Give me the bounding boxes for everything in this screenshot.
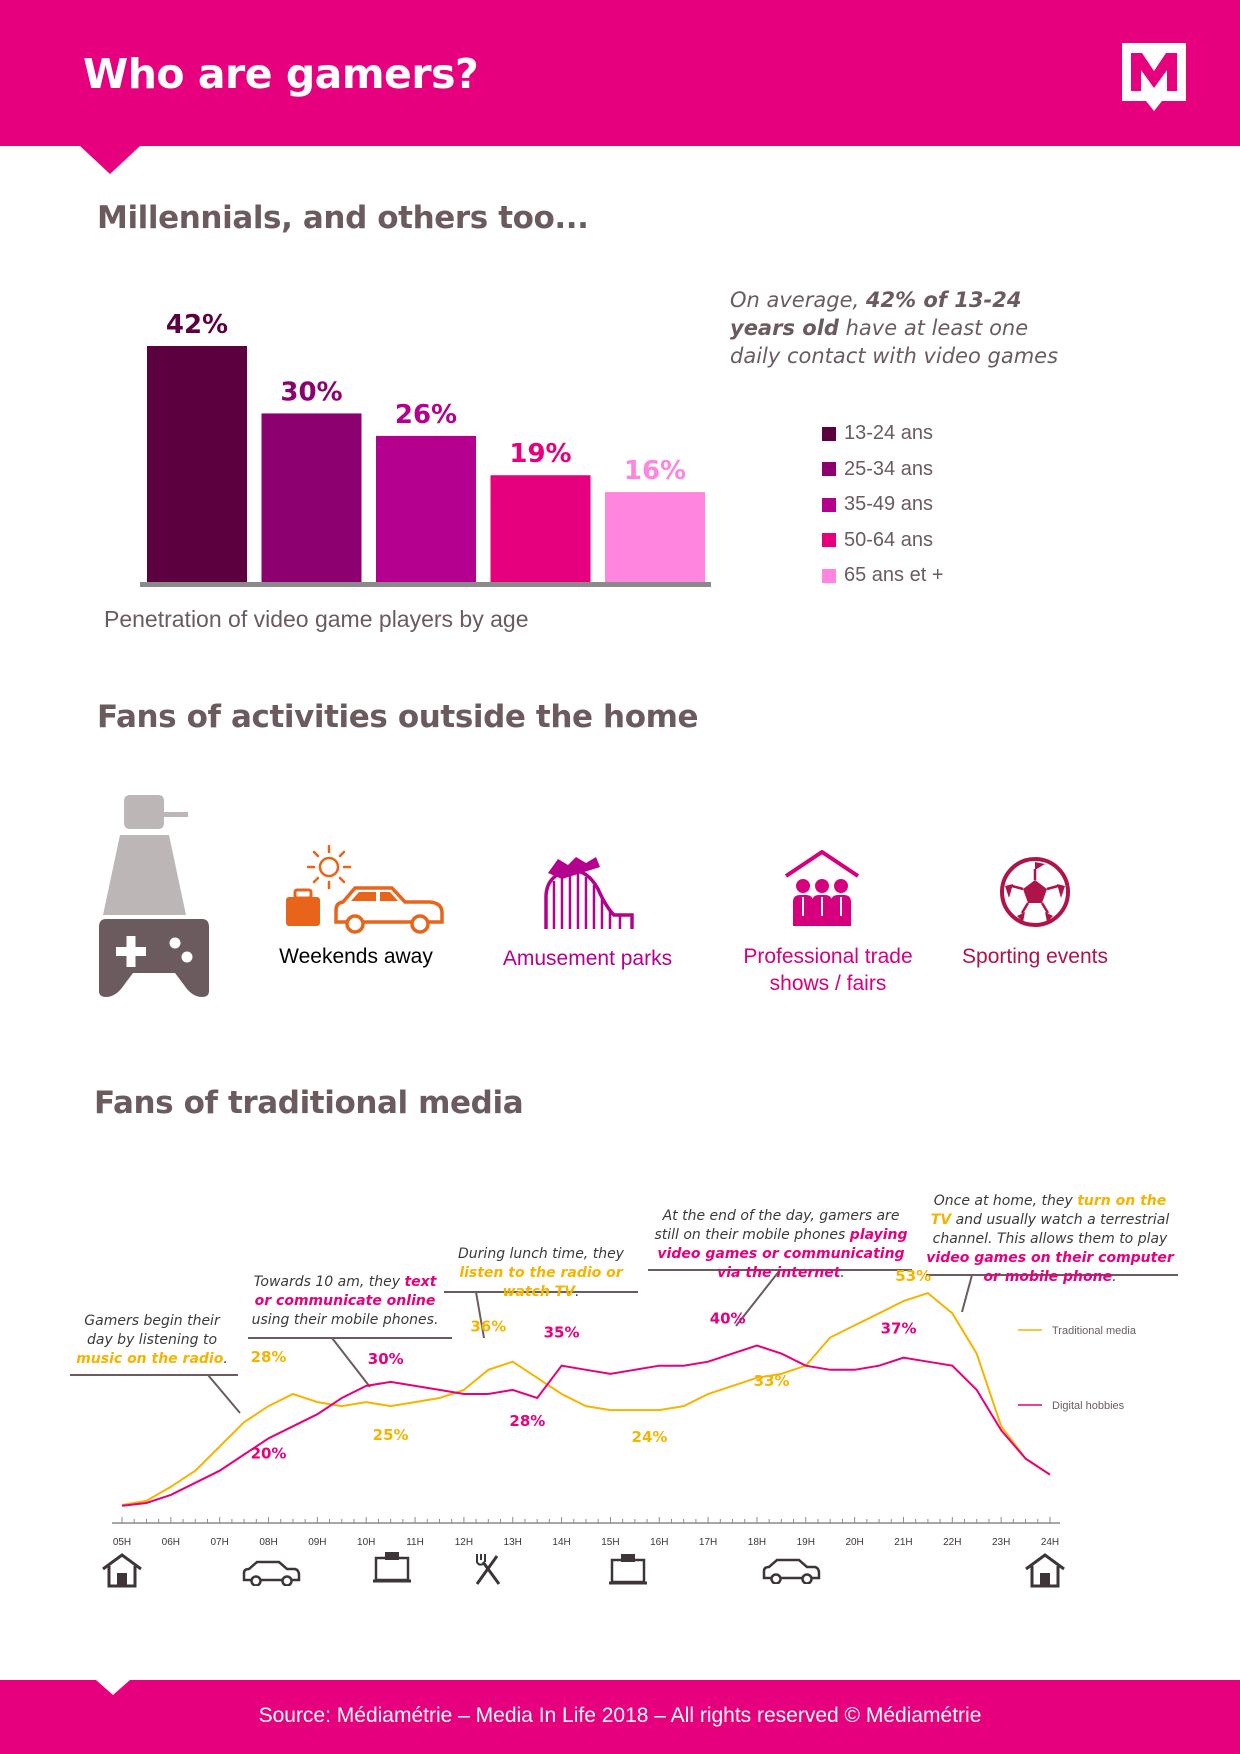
series-value-label: 36% [470,1318,506,1336]
average-note: On average, 42% of 13-24 years old have … [730,288,1059,368]
gamer-icon [99,795,209,997]
legend-item: 35-49 ans [822,487,944,523]
line-legend-traditional: Traditional media [1052,1325,1137,1337]
callout-evening-tv: Once at home, they turn on the TV and us… [926,1193,1174,1285]
activity-label-amusement: Amusement parks [502,947,673,970]
line-legend-digital: Digital hobbies [1052,1400,1125,1412]
legend-swatch [822,568,836,583]
computer-icon [373,1552,411,1583]
legend-item: 50-64 ans [822,523,944,559]
axis-tick-label: 20H [845,1537,863,1548]
series-line-1 [121,1344,1051,1507]
axis-tick-label: 24H [1041,1537,1059,1548]
soccer-ball-icon [1000,857,1070,927]
weekends-away-icon [286,844,444,934]
legend-item: 25-34 ans [822,452,944,488]
series-value-label: 35% [544,1324,580,1342]
computer-icon-2 [609,1554,647,1585]
legend-swatch [822,497,836,512]
axis-tick-label: 22H [943,1537,961,1548]
bar-50-64 ans [490,475,591,582]
footer-notch [96,1680,130,1695]
bar-65 ans et + [605,492,705,582]
legend-item: 13-24 ans [822,416,944,452]
axis-tick-label: 21H [894,1537,912,1548]
age-bar-chart: 42% 30% 26% 19% 16% [140,310,711,587]
legend-swatch [822,533,836,548]
bar-35-49 ans [376,435,476,582]
bar-value-label: 26% [395,400,457,430]
series-value-label: 37% [881,1320,917,1338]
footer-banner [0,1680,1240,1754]
bar-value-label: 30% [280,377,342,407]
legend-label: 65 ans et + [844,564,944,587]
axis-tick-label: 15H [601,1537,619,1548]
bar-value-label: 19% [509,439,571,469]
series-value-label: 24% [632,1428,668,1446]
bar-13-24 ans [147,346,247,582]
axis-tick-label: 06H [162,1537,180,1548]
people-group-icon [784,850,860,926]
series-line-0 [121,1291,1051,1506]
legend-label: 35-49 ans [844,493,933,516]
axis-tick-label: 09H [308,1537,326,1548]
bar-value-label: 16% [624,456,686,486]
legend-label: 50-64 ans [844,528,933,551]
bar-legend: 13-24 ans 25-34 ans 35-49 ans 50-64 ans 65 a… [822,416,944,594]
media-timeline-chart: 28% 25% 36% 24% 33% 53% 20% 30% 28% 35% 40% 37% 05H… [70,1267,1178,1548]
series-value-label: 33% [754,1372,790,1390]
house-icon-2 [1025,1553,1065,1588]
source-credit: Source: Médiamétrie – Media In Life 2018… [258,1704,982,1727]
header-notch [80,146,140,174]
series-value-label: 28% [251,1348,287,1366]
axis-tick-label: 12H [455,1537,473,1548]
legend-swatch [822,426,836,441]
legend-label: 25-34 ans [844,457,933,480]
legend-swatch [822,462,836,477]
house-icon [102,1553,142,1588]
callout-end-of-day: At the end of the day, gamers are still … [654,1208,908,1281]
axis-tick-label: 16H [650,1537,668,1548]
callout-morning-radio: Gamers begin their day by listening to m… [76,1313,228,1367]
axis-tick-label: 08H [259,1537,277,1548]
axis-tick-label: 07H [211,1537,229,1548]
bar-25-34 ans [261,413,362,582]
section2-title: Fans of activities outside the home [97,699,699,735]
roller-coaster-icon [544,857,634,929]
section1-title: Millennials, and others too... [97,200,589,236]
car-icon [242,1560,301,1586]
series-value-label: 25% [373,1426,409,1444]
activity-label-weekends: Weekends away [279,945,433,968]
bar-value-label: 42% [166,310,228,340]
series-value-label: 53% [895,1267,931,1285]
mediametrie-logo [1122,43,1186,111]
activity-label-sporting: Sporting events [962,945,1108,968]
axis-tick-label: 23H [992,1537,1010,1548]
bar-chart-caption: Penetration of video game players by age [104,606,529,632]
axis-tick-label: 11H [406,1537,424,1548]
axis-tick-label: 19H [797,1537,815,1548]
callout-lunch: During lunch time, they listen to the ra… [458,1246,624,1300]
header-banner [0,0,1240,146]
axis-tick-label: 17H [699,1537,717,1548]
callout-10am-texting: Towards 10 am, they text or communicate … [251,1274,439,1328]
bar-chart-baseline [140,582,711,587]
car-icon-2 [762,1558,821,1584]
series-value-label: 30% [368,1350,404,1368]
axis-tick-label: 10H [357,1537,375,1548]
axis-tick-label: 18H [748,1537,766,1548]
legend-item: 65 ans et + [822,558,944,594]
cutlery-icon [475,1554,501,1585]
series-value-label: 20% [251,1444,287,1462]
series-value-label: 28% [509,1412,545,1430]
axis-tick-label: 14H [552,1537,570,1548]
axis-tick-label: 13H [504,1537,522,1548]
activity-label-trade-shows: Professional trade shows / fairs [743,945,913,995]
section3-title: Fans of traditional media [94,1085,524,1121]
legend-label: 13-24 ans [844,422,933,445]
series-value-label: 40% [710,1310,746,1328]
axis-tick-label: 05H [113,1537,131,1548]
page-title: Who are gamers? [83,50,479,98]
